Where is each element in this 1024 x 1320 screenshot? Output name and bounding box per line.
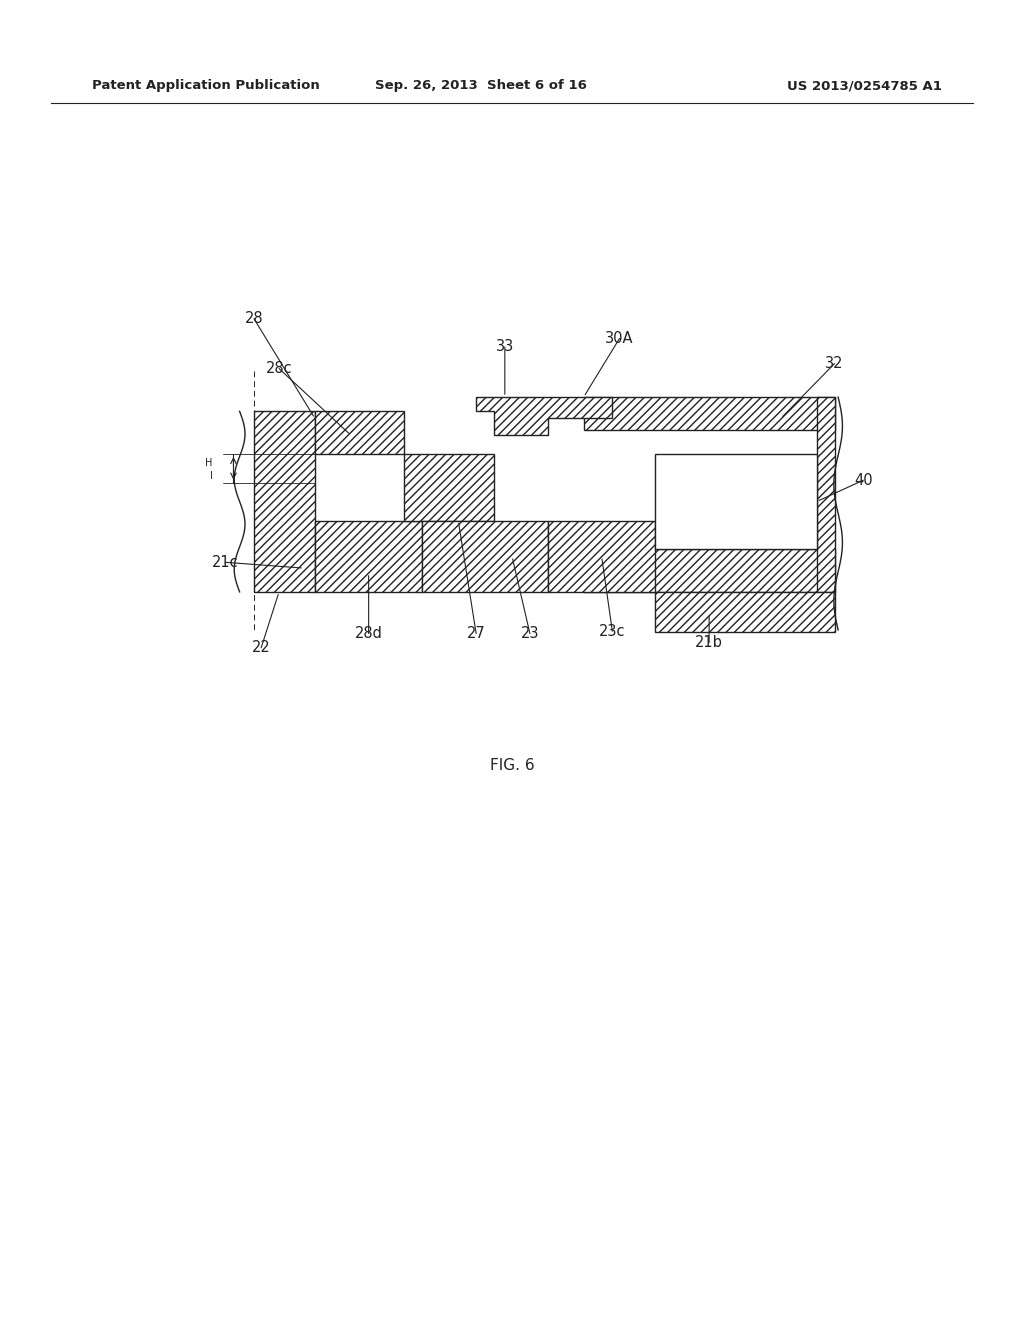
- Text: 22: 22: [252, 640, 270, 655]
- Text: 23: 23: [520, 626, 540, 642]
- Polygon shape: [404, 454, 494, 520]
- Text: 27: 27: [467, 626, 485, 642]
- Text: 40: 40: [854, 473, 872, 487]
- Text: 21b: 21b: [695, 635, 723, 649]
- Text: 28d: 28d: [354, 626, 383, 642]
- Text: 21c: 21c: [212, 554, 239, 570]
- Text: US 2013/0254785 A1: US 2013/0254785 A1: [787, 79, 942, 92]
- Polygon shape: [315, 412, 404, 454]
- Polygon shape: [422, 520, 548, 591]
- Text: I: I: [210, 471, 213, 482]
- Polygon shape: [548, 520, 655, 591]
- Text: Patent Application Publication: Patent Application Publication: [92, 79, 319, 92]
- Text: H: H: [205, 458, 213, 469]
- Text: 30A: 30A: [605, 331, 634, 346]
- Polygon shape: [476, 397, 612, 436]
- Text: FIG. 6: FIG. 6: [489, 758, 535, 774]
- Text: Sep. 26, 2013  Sheet 6 of 16: Sep. 26, 2013 Sheet 6 of 16: [376, 79, 587, 92]
- Polygon shape: [655, 454, 817, 549]
- Polygon shape: [254, 412, 315, 591]
- Text: 28: 28: [245, 312, 263, 326]
- Text: 33: 33: [496, 339, 514, 354]
- Text: 28c: 28c: [265, 362, 293, 376]
- Polygon shape: [315, 520, 422, 591]
- Polygon shape: [584, 397, 835, 430]
- Text: 32: 32: [825, 356, 844, 371]
- Polygon shape: [817, 397, 835, 591]
- Polygon shape: [655, 591, 835, 632]
- Text: 23c: 23c: [599, 624, 626, 639]
- Polygon shape: [584, 549, 835, 591]
